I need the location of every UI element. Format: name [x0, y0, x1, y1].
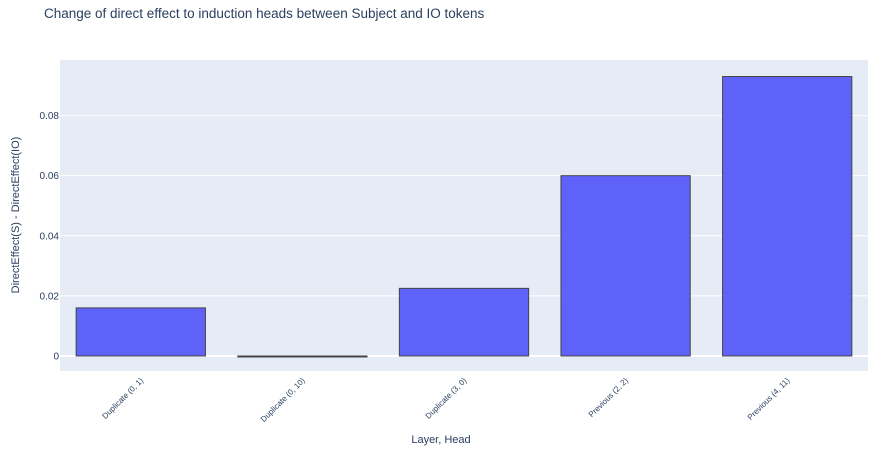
- y-axis-ticks: 0 0.02 0.04 0.06 0.08: [40, 111, 60, 362]
- y-tick-label: 0.02: [40, 291, 60, 302]
- y-axis-title: DirectEffect(S) - DirectEffect(IO): [10, 136, 22, 294]
- y-tick-label: 0.04: [40, 231, 60, 242]
- bar-2[interactable]: [237, 355, 368, 358]
- x-tick-label: Duplicate (3, 0): [424, 376, 469, 421]
- x-tick-label: Duplicate (0, 10): [259, 376, 307, 424]
- bar-3[interactable]: [398, 287, 530, 357]
- bar-1[interactable]: [75, 307, 206, 357]
- x-tick-label: Previous (2, 2): [587, 376, 630, 419]
- x-tick-label: Previous (4, 11): [746, 376, 792, 422]
- x-axis-ticks: Duplicate (0, 1) Duplicate (0, 10) Duplica…: [100, 376, 791, 424]
- x-axis-title: Layer, Head: [411, 434, 471, 446]
- y-tick-label: 0.06: [40, 171, 60, 182]
- x-tick-label: Duplicate (0, 1): [100, 376, 145, 421]
- bar-4[interactable]: [560, 175, 691, 357]
- bar-5[interactable]: [722, 76, 853, 357]
- y-tick-label: 0.08: [40, 111, 60, 122]
- chart-title: Change of direct effect to induction hea…: [44, 6, 485, 21]
- bars: [75, 76, 853, 358]
- y-tick-label: 0: [53, 351, 59, 362]
